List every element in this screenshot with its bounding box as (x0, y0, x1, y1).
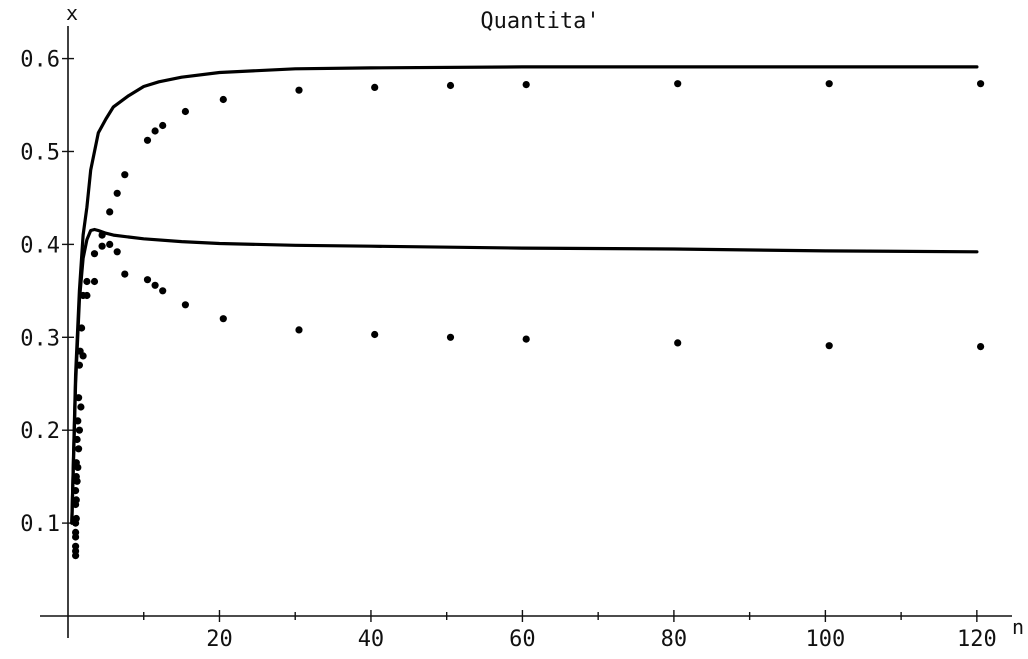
data-point-series-2 (83, 291, 91, 300)
data-point-series-2 (72, 542, 80, 550)
tick-labels: 0.1 0.2 0.3 0.4 0.5 0.6 20 40 60 80 100 120 (20, 48, 996, 652)
data-point-series-1 (121, 171, 129, 179)
data-point-series-1 (73, 435, 81, 444)
data-point-series-2 (825, 342, 833, 350)
data-point-series-2 (75, 445, 83, 453)
x-tick-label: 120 (957, 627, 997, 652)
data-point-series-2 (674, 339, 682, 347)
x-axis-label: n (1012, 615, 1024, 639)
data-point-series-1 (371, 83, 379, 91)
x-tick-label: 100 (806, 627, 846, 652)
data-point-series-2 (219, 315, 227, 323)
y-tick-label: 0.4 (20, 233, 60, 258)
y-tick-label: 0.5 (20, 140, 60, 165)
data-point-series-2 (181, 301, 189, 309)
data-point-series-2 (79, 352, 87, 360)
data-point-series-2 (73, 477, 81, 485)
data-point-series-1 (83, 277, 91, 286)
series-points (72, 80, 985, 560)
data-point-series-2 (98, 242, 106, 250)
data-point-series-2 (90, 277, 99, 286)
series-lines (70, 65, 979, 525)
data-point-series-2 (72, 552, 80, 560)
data-point-series-1 (106, 208, 114, 216)
data-point-series-1 (75, 394, 83, 402)
data-point-series-1 (181, 107, 189, 116)
data-point-series-1 (295, 86, 303, 94)
data-point-series-2 (143, 276, 152, 284)
y-tick-label: 0.6 (20, 48, 60, 73)
data-point-series-1 (151, 127, 159, 135)
data-point-series-2 (159, 287, 167, 295)
data-point-series-1 (75, 361, 83, 369)
data-point-series-2 (295, 326, 303, 334)
chart-title: Quantita' (480, 9, 599, 34)
data-point-series-2 (446, 333, 455, 341)
tick-marks (62, 57, 978, 622)
data-point-series-2 (75, 426, 83, 434)
data-point-series-2 (72, 496, 80, 504)
data-point-series-1 (74, 417, 82, 425)
x-tick-label: 80 (661, 627, 688, 652)
data-point-series-1 (113, 189, 121, 197)
data-point-series-1 (977, 80, 985, 88)
data-point-series-1 (219, 95, 227, 104)
y-tick-label: 0.2 (20, 419, 60, 444)
data-point-series-1 (78, 324, 86, 332)
y-tick-label: 0.1 (20, 512, 60, 537)
series-line-2 (70, 227, 979, 525)
x-tick-label: 40 (358, 627, 385, 652)
data-point-series-2 (72, 528, 80, 537)
data-point-series-2 (371, 330, 379, 339)
data-point-series-2 (72, 514, 80, 523)
series-line-1 (70, 65, 979, 525)
data-point-series-1 (674, 80, 682, 88)
data-point-series-2 (151, 281, 159, 289)
data-point-series-1 (825, 80, 833, 88)
data-point-series-2 (522, 335, 530, 343)
data-point-series-2 (74, 463, 82, 471)
y-axis-label: x (66, 1, 78, 25)
data-point-series-2 (121, 270, 129, 278)
x-tick-label: 20 (206, 627, 233, 652)
data-point-series-1 (143, 136, 152, 144)
data-point-series-2 (113, 248, 121, 256)
data-point-series-2 (977, 343, 985, 351)
data-point-series-1 (522, 81, 530, 89)
data-point-series-1 (159, 121, 167, 130)
data-point-series-2 (77, 403, 85, 411)
data-point-series-2 (106, 240, 114, 248)
data-point-series-1 (90, 250, 99, 258)
data-point-series-1 (72, 487, 80, 495)
data-point-series-1 (98, 231, 106, 239)
data-point-series-1 (446, 81, 455, 90)
y-tick-label: 0.3 (20, 326, 60, 351)
x-tick-label: 60 (509, 627, 536, 652)
